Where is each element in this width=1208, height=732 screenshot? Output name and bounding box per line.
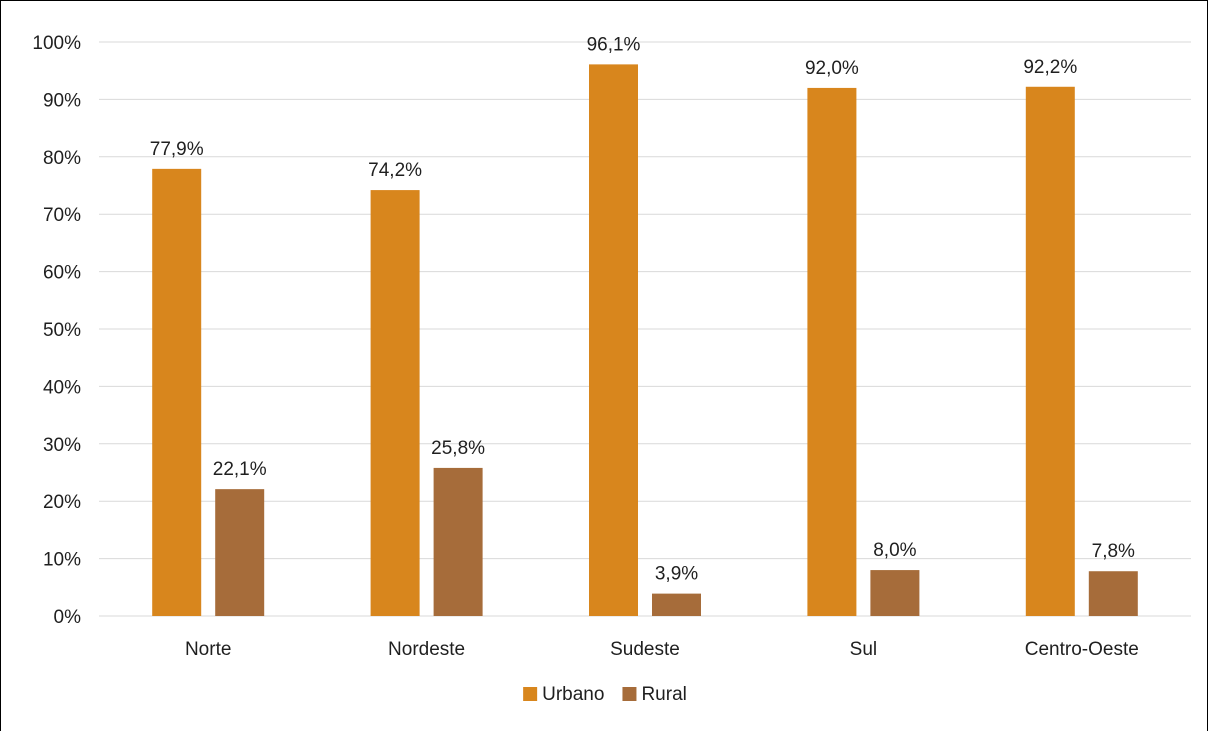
data-label: 92,2% bbox=[1023, 57, 1077, 78]
y-tick-label: 50% bbox=[43, 320, 81, 341]
legend-label-urbano: Urbano bbox=[542, 684, 604, 705]
bar-urbano-centro-oeste bbox=[1025, 86, 1075, 617]
data-label: 7,8% bbox=[1092, 541, 1135, 562]
data-label: 22,1% bbox=[213, 459, 267, 480]
legend-swatch-urbano bbox=[523, 687, 538, 701]
data-label: 74,2% bbox=[368, 160, 422, 181]
x-axis: Norte Nordeste Sudeste Sul Centro-Oeste bbox=[185, 639, 1139, 660]
bar-urbano-nordeste bbox=[370, 190, 420, 617]
data-label: 3,9% bbox=[655, 564, 698, 585]
data-labels: 77,9% 22,1% 74,2% 25,8% 96,1% 3,9% 92,0% 8,0% 92… bbox=[150, 34, 1135, 584]
data-label: 96,1% bbox=[587, 34, 641, 55]
bar-urbano-sudeste bbox=[589, 64, 638, 617]
x-tick-label: Sul bbox=[850, 639, 877, 660]
y-tick-label: 90% bbox=[43, 90, 81, 111]
data-label: 77,9% bbox=[150, 139, 204, 160]
bar-rural-norte bbox=[215, 489, 265, 616]
y-tick-label: 70% bbox=[43, 205, 81, 226]
y-tick-label: 0% bbox=[54, 607, 82, 628]
legend: Urbano Rural bbox=[523, 684, 687, 705]
bar-rural-centro-oeste bbox=[1088, 571, 1138, 616]
x-tick-label: Norte bbox=[185, 639, 231, 660]
y-tick-label: 30% bbox=[43, 435, 81, 456]
y-tick-label: 40% bbox=[43, 377, 81, 398]
bar-rural-sudeste bbox=[652, 593, 701, 616]
bar-urbano-sul bbox=[807, 87, 857, 617]
x-tick-label: Sudeste bbox=[610, 639, 680, 660]
y-tick-label: 80% bbox=[43, 148, 81, 169]
bar-rural-nordeste bbox=[433, 467, 483, 616]
x-tick-label: Nordeste bbox=[388, 639, 465, 660]
y-tick-label: 10% bbox=[43, 550, 81, 571]
y-tick-label: 20% bbox=[43, 492, 81, 513]
data-label: 92,0% bbox=[805, 58, 859, 79]
legend-label-rural: Rural bbox=[641, 684, 686, 705]
gridlines bbox=[99, 41, 1191, 617]
y-axis: 0% 10% 20% 30% 40% 50% 60% 70% 80% 90% 100% bbox=[32, 33, 81, 628]
x-tick-label: Centro-Oeste bbox=[1025, 639, 1139, 660]
y-tick-label: 100% bbox=[32, 33, 81, 54]
bar-rural-sul bbox=[870, 570, 920, 616]
bar-urbano-norte bbox=[152, 168, 202, 616]
legend-swatch-rural bbox=[622, 687, 637, 701]
data-label: 8,0% bbox=[873, 540, 916, 561]
bars bbox=[152, 64, 1138, 617]
y-tick-label: 60% bbox=[43, 263, 81, 284]
data-label: 25,8% bbox=[431, 438, 485, 459]
